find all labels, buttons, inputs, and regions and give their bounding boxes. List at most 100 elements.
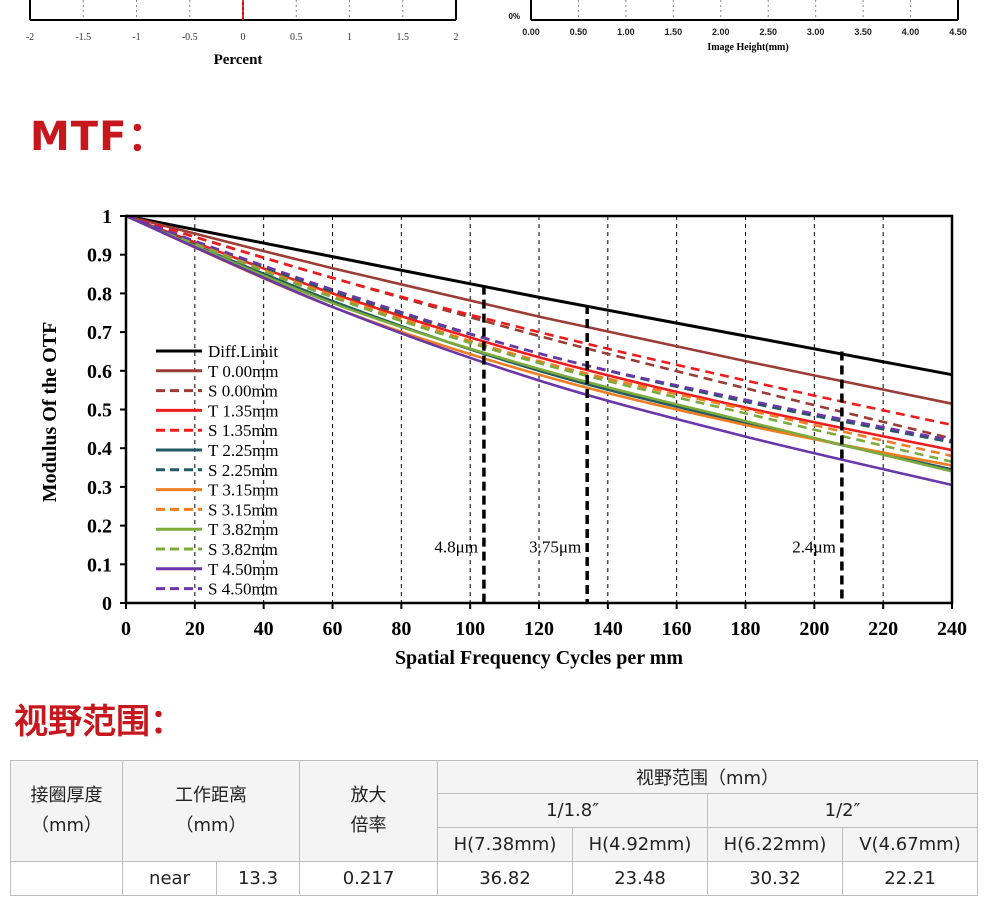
field-x-tick: 2.50 [759, 27, 777, 37]
fov-header-sensor-1-1.8: 1/1.8″ [437, 793, 708, 828]
mtf-x-tick-label: 120 [524, 618, 554, 640]
legend-entry: T 2.25mm [208, 441, 279, 460]
distortion-x-tick: -1.5 [75, 32, 91, 43]
field-x-tick: 0.00 [522, 27, 540, 37]
legend-entry: S 3.15mm [208, 500, 278, 519]
legend-entry: T 4.50mm [208, 560, 279, 579]
mtf-y-tick-label: 0 [102, 593, 112, 615]
distortion-x-tick: 2 [454, 32, 459, 43]
fov-header-h1: H(7.38mm) [437, 827, 573, 862]
legend-entry: S 4.50mm [208, 580, 278, 599]
legend-entry: Diff.Limit [208, 342, 278, 361]
distortion-x-tick: -1 [132, 32, 140, 43]
legend-entry: S 3.82mm [208, 540, 278, 559]
fov-table: 接圈厚度 （mm） 工作距离 （mm） 放大 倍率 视野范围（mm） 1/1.8… [10, 760, 978, 896]
legend-entry: S 0.00mm [208, 382, 278, 401]
mtf-x-tick-label: 80 [391, 618, 411, 640]
top-charts-strip: -2 -1.5 -1 -0.5 0 0.5 1 1.5 2 Percent 0% 0.00 0.5… [26, 0, 967, 68]
fov-cell-v1: 36.82 [437, 861, 573, 896]
fov-header-magnification: 放大 倍率 [299, 760, 438, 862]
mtf-series-diff-limit [125, 214, 953, 377]
distortion-xlabel: Percent [214, 52, 263, 68]
mtf-x-tick-label: 220 [868, 618, 898, 640]
mtf-marker-label: 4.8μm [434, 538, 478, 557]
mtf-y-tick-label: 0.9 [87, 245, 112, 267]
mtf-x-tick-label: 20 [185, 618, 205, 640]
mtf-x-tick-label: 160 [662, 618, 692, 640]
mtf-series-s-1-35mm [125, 214, 953, 427]
mtf-chart-panel: 4.8μm 3.75μm 2.4μm Diff.Limit T 0.00mm S 0.0… [0, 192, 988, 682]
mtf-section-title: MTF： [30, 114, 169, 160]
fov-header-sensor-1-2: 1/2″ [707, 793, 978, 828]
distortion-x-tick: -0.5 [182, 32, 198, 43]
distortion-x-tick: 0.5 [290, 32, 303, 43]
fov-cell-v2: 23.48 [572, 861, 708, 896]
mtf-series-t-4-50mm [125, 214, 953, 487]
field-x-tick: 3.50 [854, 27, 872, 37]
fov-header-field-of-view: 视野范围（mm） [437, 760, 978, 794]
field-y-tick: 0% [508, 12, 520, 21]
mtf-y-tick-label: 0.8 [87, 283, 112, 305]
mtf-x-tick-label: 140 [593, 618, 623, 640]
legend-entry: T 0.00mm [208, 362, 279, 381]
fov-header-h3: H(6.22mm) [707, 827, 843, 862]
mtf-x-tick-label: 240 [937, 618, 967, 640]
field-x-tick: 0.50 [570, 27, 588, 37]
field-chart: 0% 0.00 0.50 1.00 1.50 2.00 2.50 3.00 3.50 4.00 4… [508, 0, 967, 53]
field-x-tick: 1.00 [617, 27, 635, 37]
fov-cell-v4: 22.21 [842, 861, 978, 896]
mtf-series-t-0-00mm [125, 214, 953, 405]
fov-header-working-distance: 工作距离 （mm） [122, 760, 300, 862]
fov-cell-v3: 30.32 [707, 861, 843, 896]
mtf-y-axis-label: Modulus Of the OTF [39, 322, 61, 503]
field-x-tick: 2.00 [712, 27, 730, 37]
mtf-y-tick-label: 1 [102, 206, 112, 228]
table-row: near 13.3 0.217 36.82 23.48 30.32 22.21 [10, 861, 978, 896]
mtf-series-s-4-50mm [125, 214, 953, 442]
fov-header-v4: V(4.67mm) [842, 827, 978, 862]
mtf-x-tick-label: 180 [731, 618, 761, 640]
mtf-series-s-3-82mm [125, 214, 953, 464]
mtf-marker-label: 2.4μm [792, 538, 836, 557]
mtf-y-tick-label: 0.1 [87, 554, 112, 576]
fov-table-container: 接圈厚度 （mm） 工作距离 （mm） 放大 倍率 视野范围（mm） 1/1.8… [10, 760, 980, 900]
fov-section-title: 视野范围： [14, 702, 184, 742]
fov-cell-near: near [122, 861, 217, 896]
legend-entry: T 3.82mm [208, 520, 279, 539]
mtf-x-tick-label: 100 [455, 618, 485, 640]
fov-header-spacer-thickness: 接圈厚度 （mm） [10, 760, 123, 862]
field-xlabel: Image Height(mm) [707, 42, 788, 53]
mtf-series-t-1-35mm [125, 214, 953, 452]
mtf-x-tick-label: 60 [323, 618, 343, 640]
field-x-tick: 1.50 [665, 27, 683, 37]
legend-entry: S 2.25mm [208, 461, 278, 480]
field-x-tick: 3.00 [807, 27, 825, 37]
mtf-marker-label: 3.75μm [529, 538, 581, 557]
legend-entry: T 3.15mm [208, 481, 279, 500]
distortion-x-tick: 1 [347, 32, 352, 43]
mtf-y-tick-label: 0.4 [87, 438, 112, 460]
mtf-y-tick-label: 0.7 [87, 322, 112, 344]
distortion-chart: -2 -1.5 -1 -0.5 0 0.5 1 1.5 2 Percent [26, 0, 459, 68]
mtf-series-t-3-82mm [125, 214, 953, 473]
legend-entry: S 1.35mm [208, 421, 278, 440]
legend-entry: T 1.35mm [208, 401, 279, 420]
distortion-x-tick: -2 [26, 32, 34, 43]
fov-cell-mag: 0.217 [299, 861, 438, 896]
fov-header-h2: H(4.92mm) [572, 827, 708, 862]
mtf-x-tick-label: 0 [121, 618, 131, 640]
mtf-y-tick-label: 0.6 [87, 361, 112, 383]
mtf-y-tick-label: 0.5 [87, 400, 112, 422]
mtf-y-tick-label: 0.2 [87, 516, 112, 538]
fov-cell-wd: 13.3 [216, 861, 300, 896]
mtf-y-tick-label: 0.3 [87, 477, 112, 499]
distortion-x-tick: 0 [241, 32, 246, 43]
distortion-x-tick: 1.5 [397, 32, 410, 43]
mtf-x-tick-label: 200 [799, 618, 829, 640]
mtf-x-axis-label: Spatial Frequency Cycles per mm [395, 647, 683, 669]
fov-cell-thickness [10, 861, 123, 896]
field-x-tick: 4.50 [949, 27, 967, 37]
field-x-tick: 4.00 [902, 27, 920, 37]
mtf-x-tick-label: 40 [254, 618, 274, 640]
